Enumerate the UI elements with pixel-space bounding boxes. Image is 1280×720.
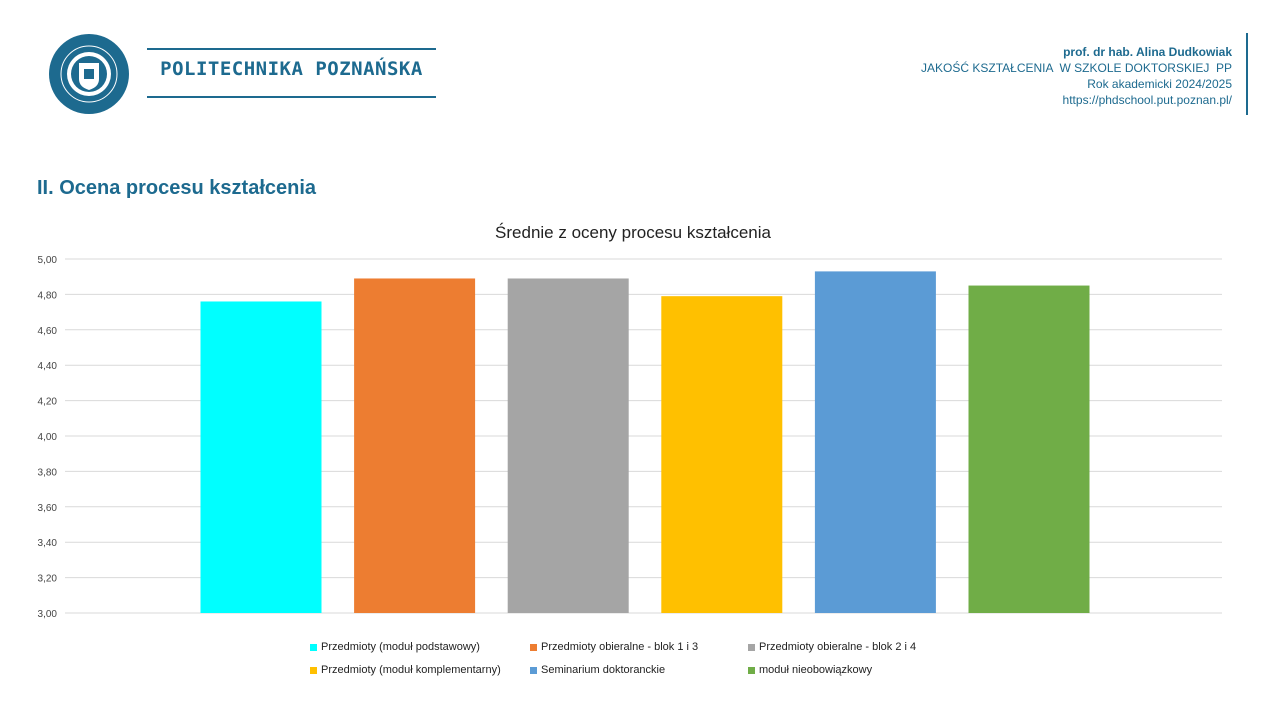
- website-url[interactable]: https://phdschool.put.poznan.pl/: [1062, 93, 1232, 107]
- y-tick-label: 4,60: [38, 326, 58, 337]
- legend-label: moduł nieobowiązkowy: [759, 664, 873, 676]
- y-tick-label: 3,40: [38, 538, 58, 549]
- y-tick-label: 4,00: [38, 432, 58, 443]
- legend-label: Przedmioty (moduł komplementarny): [321, 664, 501, 676]
- legend-swatch: [310, 666, 317, 674]
- header-info: prof. dr hab. Alina Dudkowiak JAKOŚĆ KSZ…: [921, 44, 1232, 108]
- legend-label: Przedmioty (moduł podstawowy): [321, 641, 480, 653]
- header-divider: [1246, 33, 1248, 115]
- legend-item: Przedmioty (moduł komplementarny): [310, 664, 501, 676]
- section-title: II. Ocena procesu kształcenia: [37, 177, 317, 199]
- academic-year: Rok akademicki 2024/2025: [1087, 77, 1232, 91]
- brand-name: POLITECHNIKA POZNAŃSKA: [160, 58, 423, 80]
- university-seal-logo: [49, 34, 129, 114]
- bar-2: [354, 278, 476, 613]
- header-subtitle: JAKOŚĆ KSZTAŁCENIA W SZKOLE DOKTORSKIEJ …: [921, 61, 1232, 75]
- legend-swatch: [530, 643, 537, 651]
- legend-swatch: [748, 666, 755, 674]
- legend-item: Przedmioty (moduł podstawowy): [310, 641, 480, 653]
- legend-item: Przedmioty obieralne - blok 2 i 4: [748, 641, 916, 653]
- legend-label: Przedmioty obieralne - blok 1 i 3: [541, 641, 699, 653]
- bar-5: [814, 271, 936, 613]
- y-tick-label: 4,40: [38, 361, 58, 372]
- y-tick-label: 4,80: [38, 290, 58, 301]
- legend-label: Przedmioty obieralne - blok 2 i 4: [759, 641, 917, 653]
- y-tick-label: 3,20: [38, 574, 58, 585]
- y-tick-label: 3,80: [38, 467, 58, 478]
- chart-title: Średnie z oceny procesu kształcenia: [495, 223, 771, 242]
- bar-4: [661, 296, 783, 613]
- y-tick-label: 3,00: [38, 609, 58, 620]
- legend-item: Przedmioty obieralne - blok 1 i 3: [530, 641, 698, 653]
- legend-item: moduł nieobowiązkowy: [748, 664, 872, 676]
- y-tick-label: 3,60: [38, 503, 58, 514]
- legend-item: Seminarium doktoranckie: [530, 664, 665, 676]
- legend-swatch: [530, 666, 537, 674]
- legend-swatch: [748, 643, 755, 651]
- bar-1: [200, 301, 322, 613]
- bar-6: [968, 285, 1090, 613]
- author: prof. dr hab. Alina Dudkowiak: [1063, 45, 1232, 59]
- y-tick-label: 5,00: [38, 255, 58, 266]
- legend-swatch: [310, 643, 317, 651]
- brand-line-top: [147, 48, 436, 50]
- brand-line-bottom: [147, 96, 436, 98]
- y-tick-label: 4,20: [38, 397, 58, 408]
- legend-label: Seminarium doktoranckie: [541, 664, 666, 676]
- bar-3: [507, 278, 629, 613]
